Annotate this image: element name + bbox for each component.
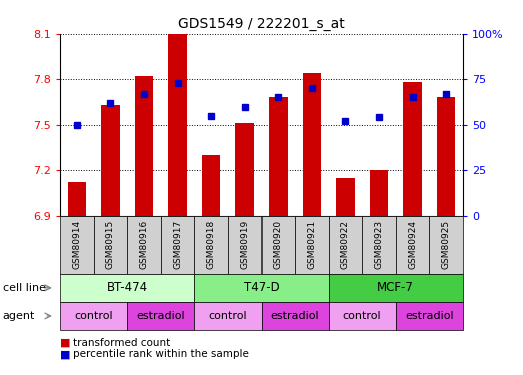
Bar bbox=[235, 123, 254, 216]
Text: control: control bbox=[74, 311, 113, 321]
Text: GSM80915: GSM80915 bbox=[106, 220, 115, 269]
Text: GSM80925: GSM80925 bbox=[441, 220, 451, 269]
Text: GSM80916: GSM80916 bbox=[140, 220, 149, 269]
Bar bbox=[168, 34, 187, 216]
Bar bbox=[202, 155, 220, 216]
Text: BT-474: BT-474 bbox=[107, 281, 148, 294]
Text: estradiol: estradiol bbox=[137, 311, 185, 321]
Text: GSM80921: GSM80921 bbox=[308, 220, 316, 269]
Bar bbox=[67, 182, 86, 216]
Text: control: control bbox=[209, 311, 247, 321]
Text: estradiol: estradiol bbox=[405, 311, 453, 321]
Text: GSM80914: GSM80914 bbox=[72, 220, 82, 269]
Text: ■: ■ bbox=[60, 350, 71, 359]
Text: cell line: cell line bbox=[3, 283, 46, 293]
Text: GSM80919: GSM80919 bbox=[240, 220, 249, 269]
Text: T47-D: T47-D bbox=[244, 281, 279, 294]
Text: GSM80917: GSM80917 bbox=[173, 220, 182, 269]
Text: ■: ■ bbox=[60, 338, 71, 348]
Bar bbox=[135, 76, 153, 216]
Text: GDS1549 / 222201_s_at: GDS1549 / 222201_s_at bbox=[178, 17, 345, 31]
Bar bbox=[437, 98, 456, 216]
Text: percentile rank within the sample: percentile rank within the sample bbox=[73, 350, 249, 359]
Text: GSM80924: GSM80924 bbox=[408, 220, 417, 269]
Text: control: control bbox=[343, 311, 381, 321]
Text: GSM80918: GSM80918 bbox=[207, 220, 215, 269]
Text: GSM80922: GSM80922 bbox=[341, 220, 350, 269]
Text: estradiol: estradiol bbox=[271, 311, 320, 321]
Bar bbox=[269, 98, 288, 216]
Text: MCF-7: MCF-7 bbox=[377, 281, 414, 294]
Bar bbox=[370, 170, 388, 216]
Text: GSM80920: GSM80920 bbox=[274, 220, 283, 269]
Bar bbox=[336, 178, 355, 216]
Text: agent: agent bbox=[3, 311, 35, 321]
Text: transformed count: transformed count bbox=[73, 338, 170, 348]
Text: GSM80923: GSM80923 bbox=[374, 220, 383, 269]
Bar bbox=[303, 73, 321, 216]
Bar bbox=[403, 82, 422, 216]
Bar bbox=[101, 105, 120, 216]
